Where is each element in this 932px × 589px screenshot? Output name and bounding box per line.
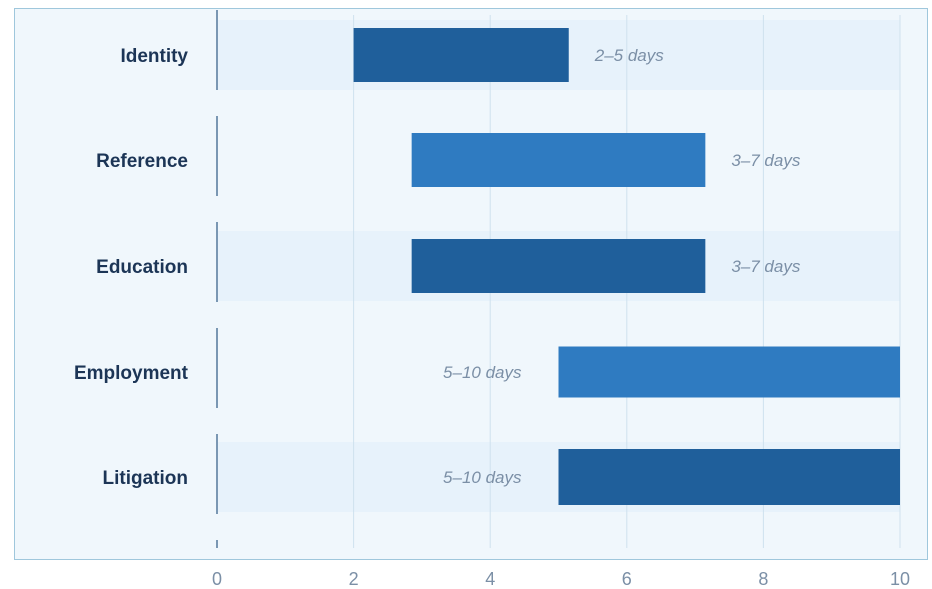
- data-labels: 2–5 days 3–7 days 3–7 days 5–10 days 5–10 da…: [443, 46, 801, 487]
- x-tick-label-10: 10: [890, 569, 910, 589]
- x-tick-label-8: 8: [758, 569, 768, 589]
- bar-education: [411, 239, 706, 293]
- data-label-reference: 3–7 days: [731, 151, 800, 170]
- data-label-employment: 5–10 days: [443, 363, 522, 382]
- category-label-identity: Identity: [120, 46, 188, 67]
- x-axis-ticks: 0 2 4 6 8 10: [212, 569, 910, 589]
- category-labels: Identity Reference Education Employment Liti…: [74, 46, 189, 489]
- range-bars: [353, 28, 900, 505]
- category-label-reference: Reference: [96, 151, 188, 172]
- x-tick-label-4: 4: [485, 569, 495, 589]
- category-label-employment: Employment: [74, 363, 189, 384]
- category-label-education: Education: [96, 257, 188, 278]
- bar-identity: [353, 28, 569, 82]
- bar-employment: [558, 346, 900, 398]
- x-tick-label-6: 6: [622, 569, 632, 589]
- category-label-litigation: Litigation: [103, 468, 188, 489]
- bar-litigation: [558, 449, 900, 505]
- data-label-education: 3–7 days: [731, 257, 800, 276]
- x-tick-label-0: 0: [212, 569, 222, 589]
- data-label-litigation: 5–10 days: [443, 468, 522, 487]
- data-label-identity: 2–5 days: [594, 46, 664, 65]
- bar-reference: [411, 133, 706, 187]
- x-tick-label-2: 2: [349, 569, 359, 589]
